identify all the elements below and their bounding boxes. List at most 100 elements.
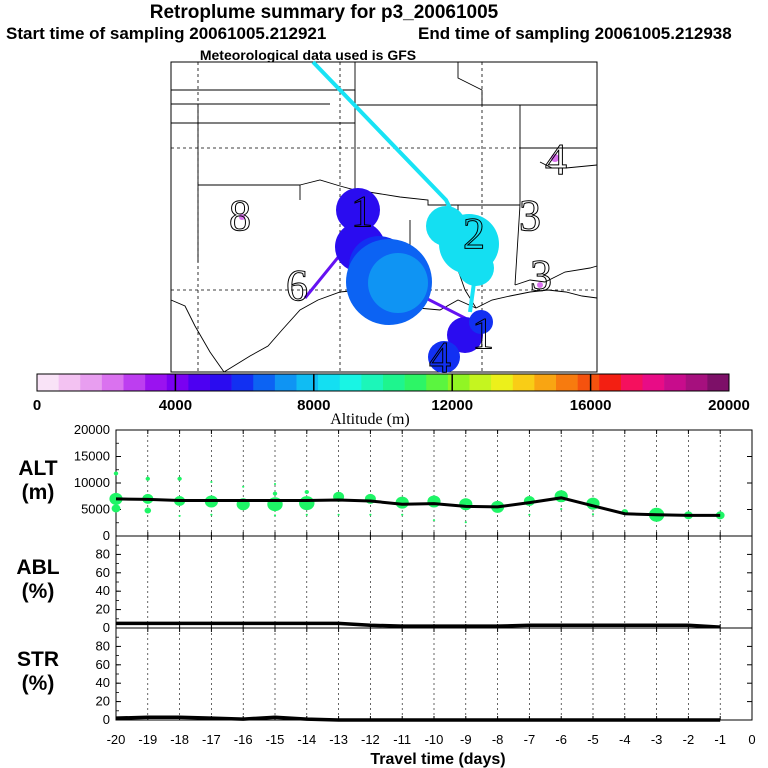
colorbar-tick-label: 16000: [570, 397, 612, 414]
alt-dot: [304, 490, 309, 495]
state-borders: [170, 62, 598, 373]
x-tick-label: -1: [714, 732, 726, 747]
colorbar-swatch: [37, 374, 59, 391]
y-tick-label: 10000: [74, 475, 110, 490]
colorbar-swatch: [469, 374, 492, 391]
colorbar-swatch: [361, 374, 384, 391]
x-tick-label: -12: [361, 732, 380, 747]
altitude-colorbar: [36, 373, 730, 392]
y-tick-label: 60: [96, 565, 110, 580]
sampling-times: Start time of sampling 20061005.212921 E…: [0, 24, 768, 44]
alt-dot: [113, 471, 119, 476]
panel-abl: 0 20 40 60 80 ABL(%): [16, 535, 753, 635]
x-tick-label: -5: [587, 732, 599, 747]
colorbar-swatch: [123, 374, 146, 391]
altitude-marker: [428, 341, 460, 373]
colorbar-swatch: [188, 374, 211, 391]
colorbar-swatch: [512, 374, 535, 391]
y-tick-label: 5000: [81, 502, 110, 517]
colorbar-swatch: [491, 374, 514, 391]
alt-dot: [144, 507, 152, 514]
colorbar-swatch: [707, 374, 730, 391]
panel-label-name: STR: [17, 648, 59, 671]
y-tick-label: 40: [96, 675, 110, 690]
colorbar-swatch: [383, 374, 405, 391]
day-number: 8: [229, 191, 251, 240]
alt-dot: [591, 513, 595, 516]
alt-dot: [210, 480, 213, 483]
x-tick-label: -4: [619, 732, 631, 747]
alt-dot: [432, 519, 436, 522]
colorbar-frame: [36, 373, 730, 392]
y-tick-label: 0: [103, 712, 110, 727]
alt-dot: [560, 507, 563, 510]
alt-dot: [427, 495, 441, 508]
colorbar-swatch: [101, 374, 124, 391]
altitude-marker: [469, 310, 493, 334]
panel-frame: [115, 429, 753, 537]
day-number: 4: [545, 135, 567, 184]
x-tick-label: -18: [170, 732, 189, 747]
panel-str: 0 20 40 60 80 STR(%): [17, 627, 753, 727]
colorbar-swatch: [58, 374, 81, 391]
colorbar-swatch: [620, 374, 643, 391]
alt-dot: [369, 513, 372, 516]
y-tick-label: 80: [96, 546, 110, 561]
colorbar-swatch: [664, 374, 687, 391]
y-tick-label: 0: [103, 528, 110, 543]
x-tick-label: -2: [683, 732, 695, 747]
altitude-marker: [368, 253, 428, 313]
alt-dot: [178, 514, 181, 517]
day-number: 2: [463, 209, 485, 258]
colorbar-tick-label: 20000: [708, 397, 750, 414]
panel-label-unit: (%): [22, 672, 55, 695]
colorbar-swatch: [685, 374, 708, 391]
y-tick-label: 40: [96, 583, 110, 598]
altitude-marker: [537, 282, 543, 288]
y-tick-label: 60: [96, 657, 110, 672]
x-tick-label: -14: [297, 732, 316, 747]
x-tick-label: -17: [202, 732, 221, 747]
alt-dot: [177, 476, 182, 481]
colorbar-tick-label: 4000: [159, 397, 192, 414]
x-tick-label: -6: [555, 732, 567, 747]
alt-dot: [299, 496, 315, 511]
y-tick-label: 0: [103, 620, 110, 635]
colorbar-swatch: [80, 374, 103, 391]
y-tick-label: 20000: [74, 422, 110, 437]
colorbar-swatch: [599, 374, 622, 391]
alt-dot: [273, 514, 277, 517]
alt-dot: [242, 485, 245, 488]
altitude-marker: [239, 214, 245, 220]
x-tick-label: -11: [393, 732, 411, 747]
y-tick-label: 15000: [74, 449, 110, 464]
day-number: 6: [286, 261, 308, 310]
alt-median-line: [115, 496, 721, 517]
alt-dot: [459, 498, 473, 511]
altitude-marker: [458, 250, 494, 286]
colorbar-swatch: [231, 374, 254, 391]
panel-alt: 0 5000 10000 15000 20000 ALT(m): [18, 422, 753, 543]
altitude-marker: [551, 154, 559, 162]
y-tick-label: 20: [96, 602, 110, 617]
altitude-markers: [239, 154, 559, 373]
colorbar-tick-label: 12000: [431, 397, 473, 414]
x-tick-label: 0: [748, 732, 755, 747]
day-number: 4: [429, 333, 451, 382]
x-tick-label: -10: [425, 732, 444, 747]
day-number: 3: [530, 251, 552, 300]
x-tick-label: -20: [107, 732, 126, 747]
plot-title: Retroplume summary for p3_20061005: [149, 2, 499, 23]
colorbar-swatch: [556, 374, 578, 391]
colorbar-tick-label: 0: [33, 397, 41, 414]
alt-dot: [401, 513, 404, 516]
altitude-marker: [336, 188, 380, 232]
x-tick-label: -7: [524, 732, 536, 747]
colorbar-swatch: [447, 374, 470, 391]
alt-dot: [210, 513, 213, 516]
alt-dot: [272, 491, 278, 496]
start-time: Start time of sampling 20061005.212921: [6, 24, 327, 43]
